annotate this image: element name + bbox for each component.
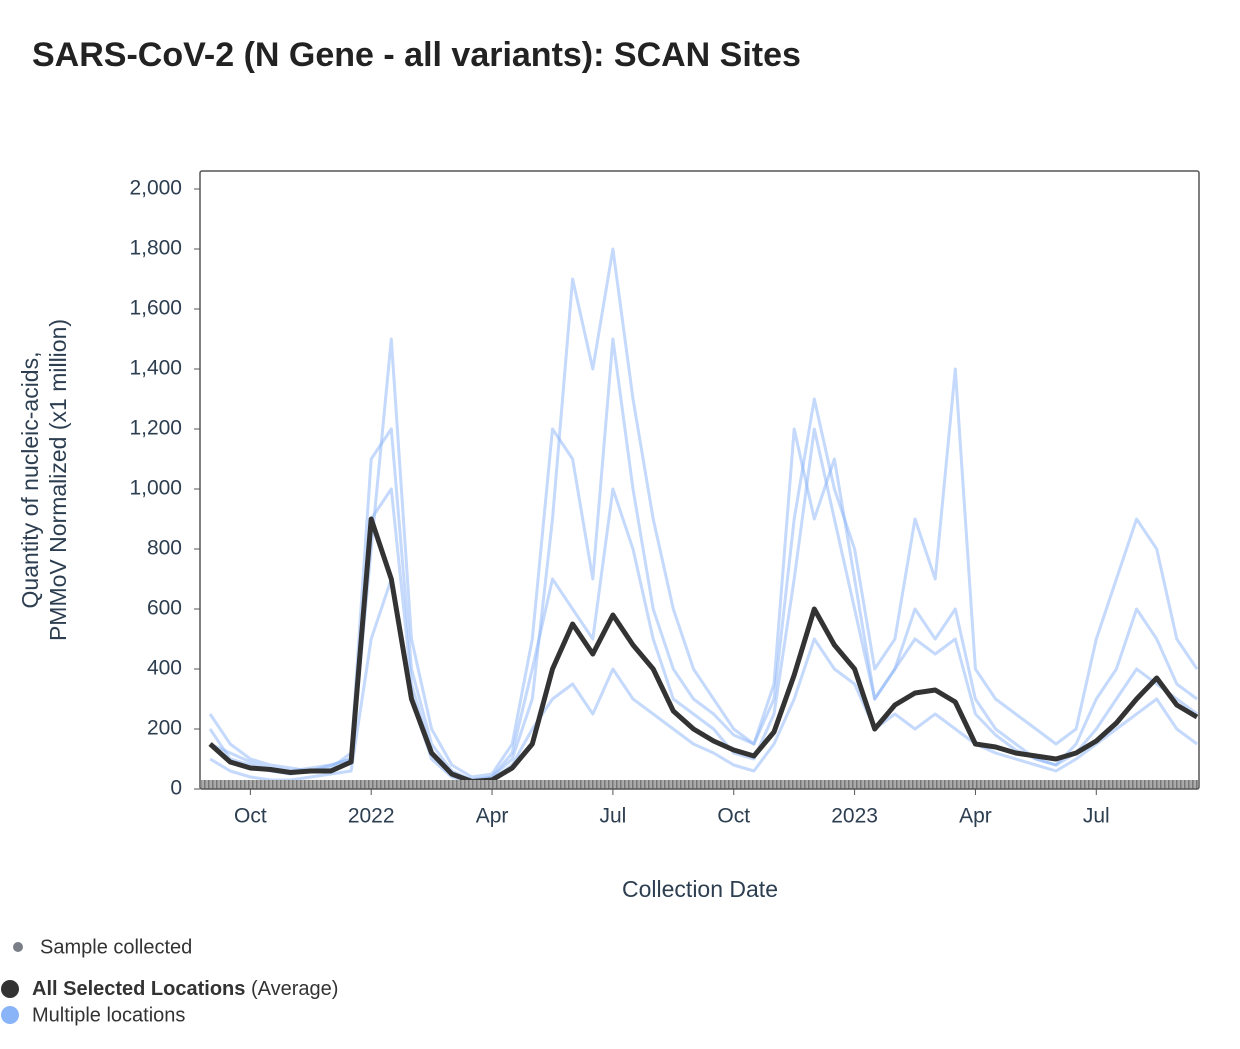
y-tick-label: 400 xyxy=(147,657,182,680)
legend-marker xyxy=(1,980,19,998)
legend-label: Sample collected xyxy=(40,936,192,958)
plot-border xyxy=(199,170,1200,790)
x-tick-label: Apr xyxy=(476,805,509,828)
y-tick-label: 600 xyxy=(147,597,182,620)
chart-title: SARS-CoV-2 (N Gene - all variants): SCAN… xyxy=(32,36,801,74)
location-line xyxy=(209,337,1198,779)
legend-suffix: (Average) xyxy=(251,978,338,1000)
plot-area xyxy=(208,247,1199,785)
legend-marker xyxy=(1,1006,19,1024)
legend-label: All Selected Locations (Average) xyxy=(32,978,338,1000)
y-tick-label: 1,400 xyxy=(129,357,182,380)
y-tick-label: 2,000 xyxy=(129,177,182,200)
y-tick-label: 200 xyxy=(147,717,182,740)
x-tick-label: Oct xyxy=(234,805,267,828)
y-tick-label: 1,200 xyxy=(129,417,182,440)
legend-marker xyxy=(13,942,23,952)
y-axis-label: Quantity of nucleic-acids, xyxy=(17,352,43,609)
location-line xyxy=(208,247,1199,782)
y-tick-label: 0 xyxy=(170,777,182,800)
x-tick-label: 2023 xyxy=(831,805,878,828)
x-axis-label: Collection Date xyxy=(622,876,778,902)
y-tick-label: 800 xyxy=(147,537,182,560)
y-axis-label: PMMoV Normalized (x1 million) xyxy=(45,319,71,641)
x-tick-label: Jul xyxy=(1083,805,1110,828)
y-tick-label: 1,600 xyxy=(129,297,182,320)
y-tick-label: 1,000 xyxy=(129,477,182,500)
x-tick-label: Jul xyxy=(599,805,626,828)
legend-name: All Selected Locations xyxy=(32,978,245,1000)
x-tick-label: Oct xyxy=(717,805,750,828)
x-tick-label: 2022 xyxy=(348,805,395,828)
legend-label: Multiple locations xyxy=(32,1004,185,1026)
x-tick-label: Apr xyxy=(959,805,992,828)
location-line xyxy=(209,577,1198,785)
average-line xyxy=(208,516,1199,784)
y-tick-label: 1,800 xyxy=(129,237,182,260)
sample-strip xyxy=(201,780,1198,789)
